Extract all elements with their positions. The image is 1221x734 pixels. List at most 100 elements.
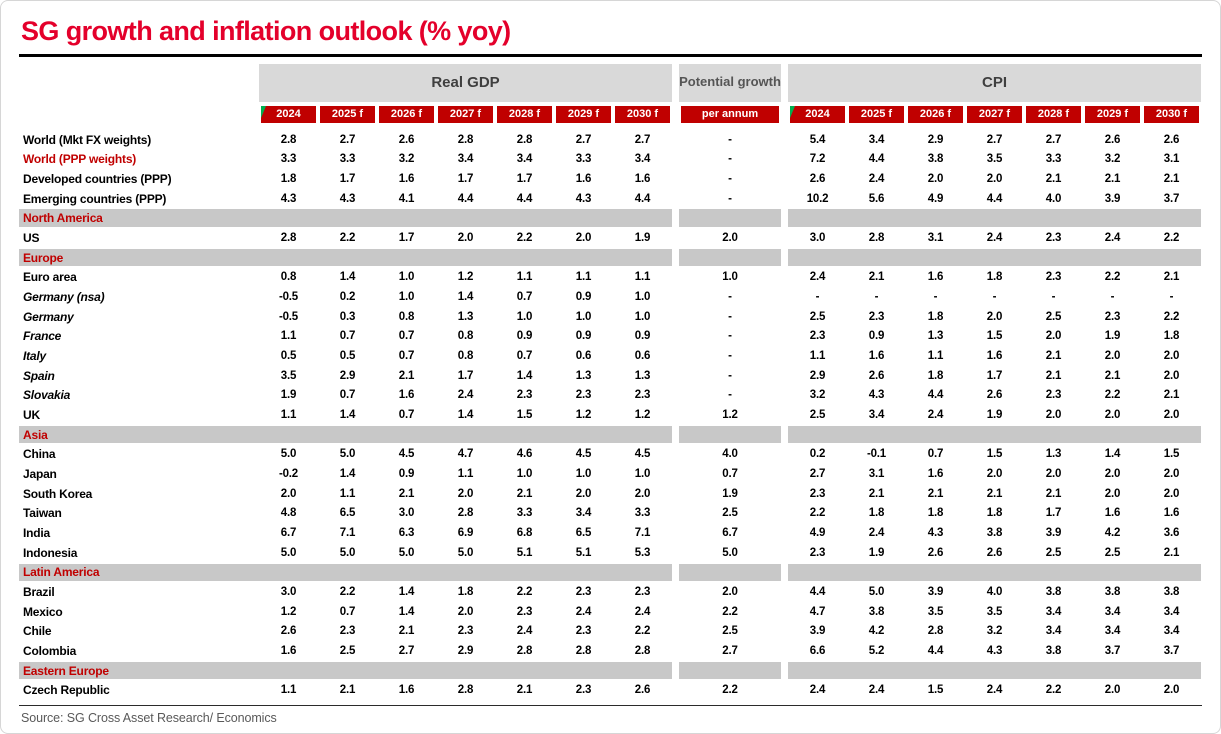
data-table: World (Mkt FX weights) 2.8 2.7 2.6 2.8 2.8 2.7…	[19, 130, 1202, 700]
gdp-value: 0.3	[339, 310, 356, 323]
cpi-value: 4.2	[1104, 526, 1121, 539]
section-band	[679, 563, 781, 582]
potential-value: -	[728, 133, 732, 146]
gdp-value: 7.1	[339, 526, 356, 539]
cpi-value: 1.7	[986, 369, 1003, 382]
cpi-value: 2.2	[1045, 684, 1062, 697]
section-band	[788, 248, 1201, 267]
cpi-value: 4.4	[809, 585, 826, 598]
cpi-value: 1.9	[1104, 330, 1121, 343]
gdp-value: 6.8	[516, 526, 533, 539]
gdp-value: 5.3	[634, 546, 651, 559]
potential-value: 1.2	[722, 408, 738, 421]
gdp-year-badge: 2027 f	[438, 105, 493, 123]
cpi-value: 1.6	[868, 349, 885, 362]
gdp-value: 2.3	[339, 625, 356, 638]
gdp-value: 4.1	[398, 192, 415, 205]
gdp-value: 2.7	[339, 133, 356, 146]
gdp-value: 2.8	[280, 133, 297, 146]
cpi-value: 1.9	[986, 408, 1003, 421]
potential-value: -	[728, 369, 732, 382]
gdp-value: 2.3	[634, 585, 651, 598]
year-header-row: 2024 2025 f 2026 f 2027 f 2028 f 2029 f 2030 f…	[19, 105, 1202, 124]
cpi-value: 3.0	[809, 231, 826, 244]
cpi-value: 3.8	[1104, 585, 1121, 598]
row-label: France	[23, 329, 62, 344]
section-band: Eastern Europe	[19, 661, 672, 680]
cpi-value: 4.2	[868, 625, 885, 638]
cpi-value: 3.4	[1104, 605, 1121, 618]
cpi-value: 3.8	[927, 153, 944, 166]
table-row: World (Mkt FX weights) 2.8 2.7 2.6 2.8 2.8 2.7…	[19, 130, 1202, 150]
cpi-value: 2.8	[927, 625, 944, 638]
gdp-value: 4.5	[398, 448, 415, 461]
gdp-value: 2.1	[339, 684, 356, 697]
cpi-value: 1.1	[927, 349, 944, 362]
section-band: Asia	[19, 425, 672, 444]
table-row: World (PPP weights) 3.3 3.3 3.2 3.4 3.4 3.3 3.4…	[19, 149, 1202, 169]
gdp-value: 2.9	[339, 369, 356, 382]
gdp-value: 2.8	[280, 231, 297, 244]
gdp-value: -0.5	[278, 310, 299, 323]
gdp-value: 1.0	[398, 271, 415, 284]
cpi-value: -	[992, 290, 997, 303]
cpi-value: 2.1	[1104, 172, 1121, 185]
cpi-value: 2.1	[1045, 349, 1062, 362]
gdp-year-badge: 2028 f	[497, 105, 552, 123]
cpi-value: 3.9	[927, 585, 944, 598]
gdp-value: 2.2	[516, 231, 533, 244]
gdp-value: 2.0	[575, 231, 592, 244]
cpi-value: 1.3	[1045, 448, 1062, 461]
cpi-value: 3.7	[1104, 644, 1121, 657]
per-annum-badge: per annum	[681, 105, 779, 123]
cpi-value: 4.3	[927, 526, 944, 539]
cpi-value: 2.7	[986, 133, 1003, 146]
gdp-value: 2.0	[457, 487, 474, 500]
gdp-value: 5.1	[575, 546, 592, 559]
cpi-value: 2.7	[1045, 133, 1062, 146]
section-band	[788, 209, 1201, 227]
gdp-value: 4.3	[575, 192, 592, 205]
gdp-value: 6.3	[398, 526, 415, 539]
cpi-value: 2.4	[809, 271, 826, 284]
gdp-value: 0.9	[516, 330, 533, 343]
real-gdp-header: Real GDP	[259, 63, 672, 102]
cpi-value: 2.0	[1104, 684, 1121, 697]
cpi-year-badge: 2030 f	[1144, 105, 1199, 123]
gdp-value: -0.2	[278, 467, 299, 480]
cpi-value: 2.9	[809, 369, 826, 382]
gdp-value: 3.4	[457, 153, 474, 166]
cpi-value: 3.1	[1163, 153, 1180, 166]
gdp-value: 0.7	[516, 349, 533, 362]
row-label: Brazil	[23, 584, 55, 599]
gdp-value: 5.0	[339, 448, 356, 461]
cpi-value: 4.3	[986, 644, 1003, 657]
gdp-year-badge: 2026 f	[379, 105, 434, 123]
table-row: Czech Republic 1.1 2.1 1.6 2.8 2.1 2.3 2.6 2.2 2.…	[19, 681, 1202, 701]
gdp-value: 1.7	[457, 172, 474, 185]
cpi-year-badge: 2027 f	[967, 105, 1022, 123]
cpi-value: 3.2	[809, 389, 826, 402]
gdp-value: 4.5	[634, 448, 651, 461]
gdp-value: 2.4	[634, 605, 651, 618]
cpi-value: 3.8	[986, 526, 1003, 539]
gdp-value: 2.9	[457, 644, 474, 657]
gdp-value: 2.0	[280, 487, 297, 500]
gdp-value: 3.5	[280, 369, 297, 382]
table-row: Emerging countries (PPP) 4.3 4.3 4.1 4.4 4.4 4…	[19, 189, 1202, 209]
gdp-value: 2.3	[516, 389, 533, 402]
title-divider	[19, 53, 1202, 57]
cpi-value: 2.0	[1104, 487, 1121, 500]
gdp-value: 0.7	[516, 290, 533, 303]
cpi-value: 2.8	[868, 231, 885, 244]
gdp-value: 4.7	[457, 448, 474, 461]
cpi-value: 2.1	[868, 487, 885, 500]
gdp-value: 1.0	[634, 310, 651, 323]
gdp-value: 0.7	[398, 330, 415, 343]
row-label: Mexico	[23, 604, 63, 619]
potential-value: 4.0	[722, 448, 738, 461]
cpi-value: 2.5	[809, 310, 826, 323]
cpi-value: 3.8	[1045, 644, 1062, 657]
cpi-value: 2.6	[927, 546, 944, 559]
cpi-value: 1.1	[809, 349, 826, 362]
